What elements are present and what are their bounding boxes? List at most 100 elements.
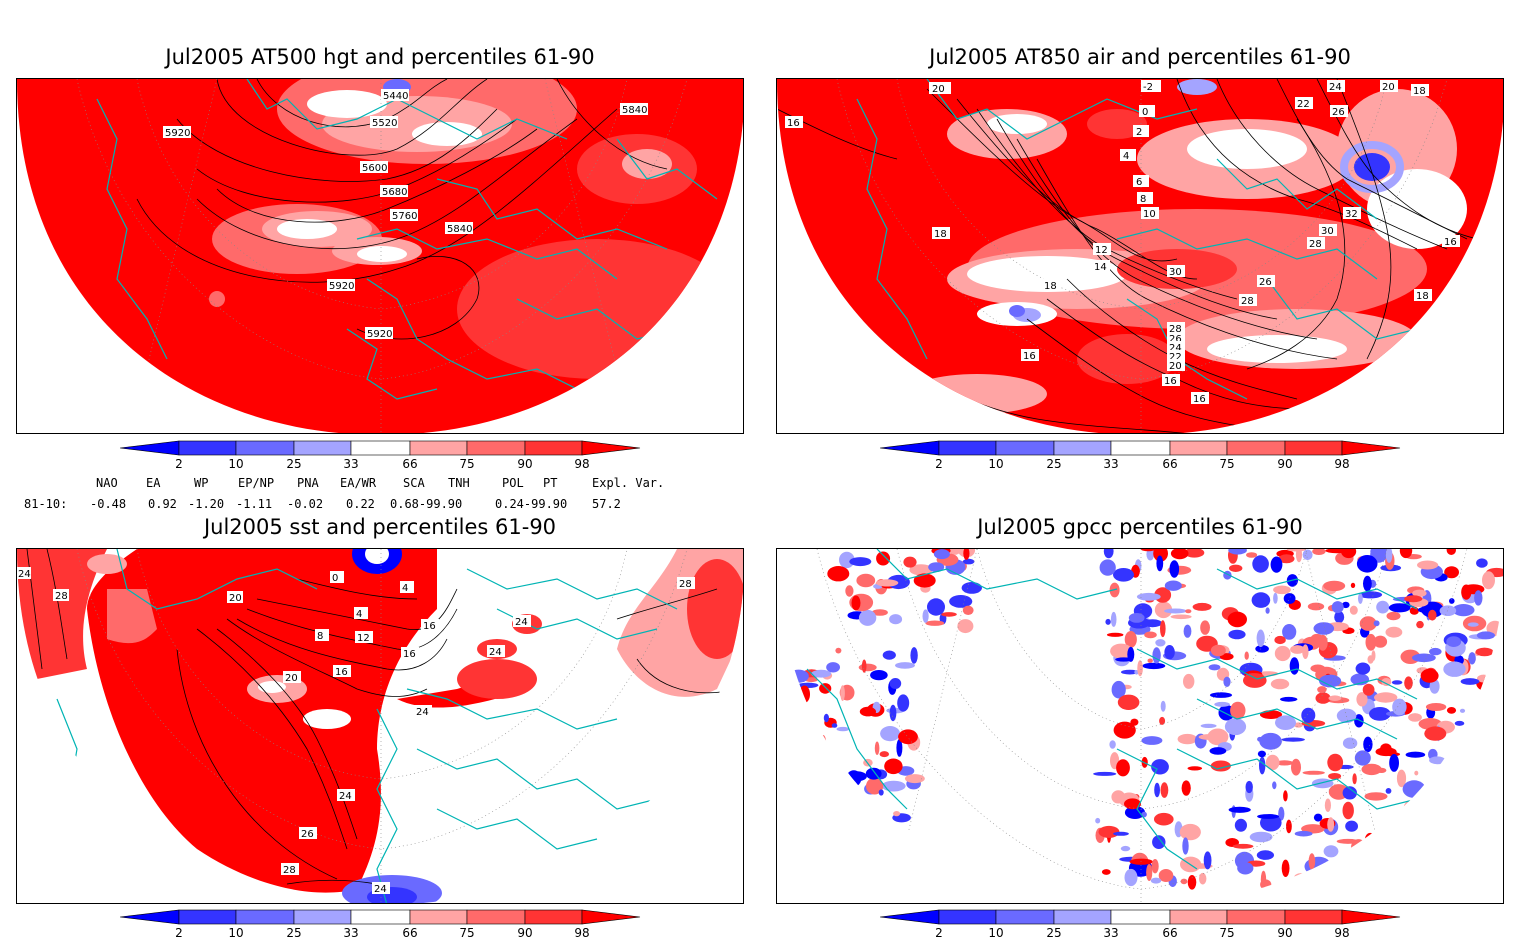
map-hgt500: 5440 5520 5600 5680 5760 5840 5840 5920 …: [17, 79, 743, 433]
svg-text:2: 2: [1136, 127, 1142, 138]
gpcc-patch: [1183, 624, 1192, 638]
gpcc-patch: [820, 741, 826, 750]
gpcc-patch: [1147, 658, 1153, 663]
svg-text:10: 10: [1143, 209, 1156, 220]
gpcc-patch: [1386, 611, 1401, 621]
gpcc-patch: [1428, 609, 1437, 621]
colorbar-tick: 2: [935, 926, 943, 940]
gpcc-patch: [1367, 655, 1374, 664]
svg-text:16: 16: [787, 118, 800, 129]
colorbar-tick: 90: [517, 926, 533, 940]
gpcc-patch: [1467, 622, 1479, 627]
gpcc-patch: [1246, 552, 1258, 558]
gpcc-patch: [808, 821, 828, 830]
svg-text:28: 28: [679, 579, 692, 590]
gpcc-patch: [840, 685, 845, 701]
gpcc-patch: [1124, 868, 1138, 887]
gpcc-patch: [870, 670, 888, 681]
gpcc-patch: [1381, 678, 1392, 686]
svg-text:12: 12: [357, 633, 370, 644]
gpcc-patch: [1323, 580, 1346, 592]
panel-title-hgt500: Jul2005 AT500 hgt and percentiles 61-90: [165, 45, 595, 69]
colorbar-swatches: [880, 440, 1401, 456]
gpcc-patch: [1140, 549, 1156, 552]
gpcc-patch: [1152, 647, 1161, 664]
gpcc-patch: [1341, 549, 1357, 559]
colorbar-low-triangle: [120, 909, 180, 925]
gpcc-patch: [1249, 831, 1273, 843]
index-value: 0.68-99.90: [390, 497, 463, 511]
gpcc-patch: [882, 650, 896, 660]
gpcc-patch: [1452, 604, 1475, 617]
gpcc-patch: [889, 614, 903, 625]
gpcc-patch: [1164, 580, 1182, 591]
colorbar-tick: 10: [228, 926, 244, 940]
index-header: TNH: [448, 476, 470, 490]
gpcc-patch: [863, 815, 873, 827]
svg-text:26: 26: [1332, 107, 1345, 118]
svg-text:24: 24: [1329, 82, 1342, 93]
gpcc-patch: [1327, 817, 1335, 832]
gpcc-patch: [962, 605, 974, 615]
gpcc-patch: [1412, 589, 1427, 597]
svg-text:28: 28: [1241, 296, 1254, 307]
gpcc-patch: [896, 739, 903, 757]
gpcc-patch: [1474, 590, 1483, 606]
gpcc-patch: [1256, 850, 1274, 860]
gpcc-patch: [1429, 756, 1446, 765]
svg-text:20: 20: [1382, 82, 1395, 93]
colorbar-tick: 66: [1162, 457, 1178, 471]
svg-text:28: 28: [55, 591, 68, 602]
gpcc-patch: [1228, 549, 1247, 555]
gpcc-patch: [1278, 806, 1285, 821]
gpcc-patch: [1293, 722, 1303, 728]
gpcc-patch: [927, 598, 945, 616]
svg-text:4: 4: [1123, 151, 1129, 162]
gpcc-patch: [1374, 692, 1398, 703]
gpcc-patch: [1130, 718, 1139, 726]
gpcc-patch: [1229, 564, 1243, 572]
gpcc-patch: [1244, 651, 1249, 660]
gpcc-patch: [1243, 673, 1267, 688]
colorbar-box: [1226, 909, 1286, 925]
svg-text:12: 12: [1095, 245, 1108, 256]
svg-text:20: 20: [1169, 361, 1182, 372]
gpcc-patch: [1245, 780, 1253, 794]
gpcc-patch: [1443, 851, 1453, 866]
colorbar-tick: 75: [1219, 457, 1235, 471]
gpcc-patch: [925, 620, 945, 626]
gpcc-patch: [1354, 714, 1364, 728]
gpcc-patch: [1311, 778, 1334, 789]
gpcc-patch: [1210, 644, 1226, 657]
colorbar-hgt500: 2 10 25 33 66 75 90 98: [120, 440, 680, 476]
svg-text:20: 20: [285, 673, 298, 684]
gpcc-patch: [957, 619, 974, 634]
gpcc-patch: [893, 811, 901, 817]
gpcc-patch: [1442, 804, 1466, 809]
gpcc-patch: [1110, 643, 1133, 659]
gpcc-patch: [1389, 869, 1395, 883]
gpcc-patch: [1301, 707, 1316, 723]
colorbar-box: [1226, 440, 1286, 456]
gpcc-patch: [811, 669, 832, 678]
gpcc-patch: [1105, 618, 1111, 625]
svg-text:5920: 5920: [367, 329, 392, 340]
map-panel-sst: 24 28 20 0 4 4 8 12 16 16 20 24 24 26 28…: [16, 548, 744, 904]
gpcc-patch: [889, 678, 902, 689]
gpcc-patch: [875, 579, 899, 587]
gpcc-patch: [1192, 602, 1212, 611]
colorbar-box: [466, 440, 526, 456]
gpcc-patch: [910, 647, 918, 664]
colorbar-box: [938, 440, 997, 456]
gpcc-patch: [1407, 859, 1429, 877]
gpcc-patch: [1251, 592, 1271, 608]
gpcc-patch: [1257, 814, 1280, 819]
index-header: EP/NP: [238, 476, 275, 490]
gpcc-patch: [1260, 879, 1272, 890]
gpcc-patch: [1179, 823, 1201, 841]
colorbar-tick: 98: [1334, 926, 1350, 940]
gpcc-patch: [1101, 869, 1111, 875]
gpcc-patch: [1273, 592, 1278, 604]
gpcc-patch: [1448, 834, 1470, 845]
gpcc-patch: [879, 751, 889, 758]
